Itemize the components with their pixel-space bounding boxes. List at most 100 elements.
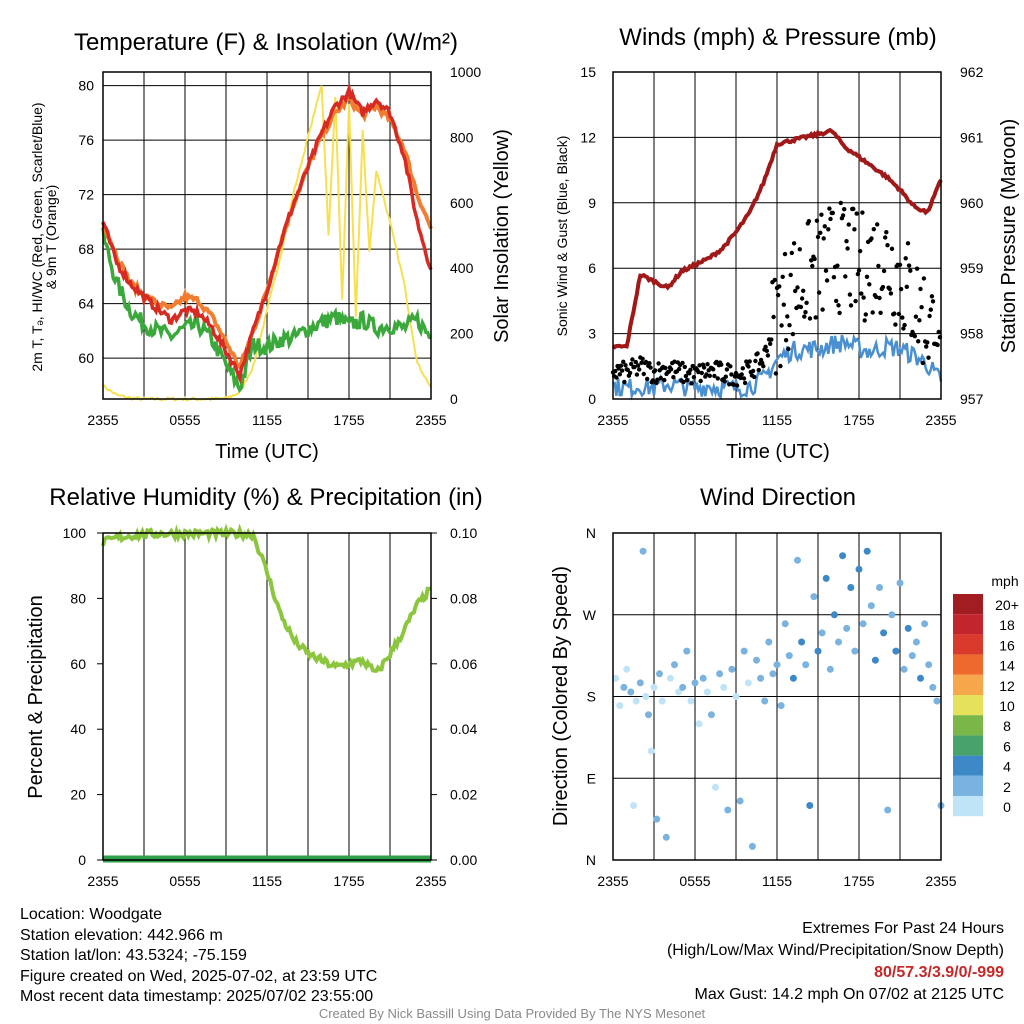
temperature-tick-labels: 2355 0555 1155 1755 235560646872768002004006… [78, 64, 481, 428]
gust-point [916, 339, 921, 344]
credit-line: Created By Nick Bassill Using Data Provi… [318, 1006, 706, 1021]
gust-point [810, 263, 815, 269]
direction-point [732, 693, 740, 700]
gust-point [912, 334, 917, 339]
gust-point [830, 210, 835, 216]
gust-point [715, 376, 720, 381]
gust-point [860, 210, 865, 215]
gust-point [892, 311, 897, 316]
gust-point [789, 250, 794, 256]
humidity-chart-title: Relative Humidity (%) & Precipitation (i… [49, 484, 482, 511]
legend-label: 16 [999, 637, 1015, 653]
gust-point [878, 310, 883, 315]
direction-point [662, 833, 670, 841]
gust-point [681, 379, 686, 385]
gust-point [823, 268, 829, 273]
direction-grid [613, 533, 941, 860]
y2-tick-label: 0.02 [450, 787, 477, 803]
gust-point [815, 234, 821, 240]
gust-point [887, 286, 892, 292]
direction-point [695, 720, 703, 728]
direction-point [876, 584, 883, 591]
gust-point [734, 383, 740, 388]
direction-point [798, 638, 806, 646]
x-tick-label: 2355 [925, 873, 956, 889]
legend-label: 2 [1003, 779, 1011, 795]
gust-point [793, 288, 798, 294]
direction-point [707, 711, 715, 719]
legend-label: 6 [1003, 738, 1011, 754]
gust-point [900, 315, 905, 320]
x-tick-label: 2355 [87, 873, 118, 889]
y2-tick-label: 400 [450, 260, 474, 276]
direction-point [859, 620, 867, 628]
gust-point [687, 371, 692, 376]
gust-point [728, 364, 733, 369]
gust-point [807, 316, 813, 321]
gust-point [797, 247, 802, 252]
gust-point [857, 248, 863, 254]
gust-point [707, 373, 712, 378]
gust-point [824, 278, 830, 283]
direction-point [620, 683, 628, 691]
extremes-title: Extremes For Past 24 Hours [802, 920, 1004, 937]
direction-point [773, 661, 781, 669]
direction-point [929, 683, 937, 691]
direction-point [765, 638, 773, 646]
y-tick-label: 0 [588, 391, 596, 407]
direction-plot-frame [612, 532, 942, 861]
gust-point [814, 218, 820, 223]
direction-point [802, 661, 810, 669]
y2-tick-label: 962 [960, 64, 984, 80]
gust-point [785, 314, 790, 319]
gust-point [614, 375, 619, 380]
x-tick-label: 2355 [87, 412, 118, 428]
direction-point [839, 552, 847, 560]
direction-panel: Wind Direction 2355 0555 1155 1755 2355NESWN… [550, 484, 1019, 889]
gust-point [820, 307, 825, 312]
direction-point [806, 802, 814, 809]
direction-point [912, 638, 920, 646]
gust-point [877, 295, 882, 301]
direction-point [896, 579, 904, 587]
gust-point [873, 294, 879, 300]
gust-point [696, 369, 701, 375]
direction-point [794, 556, 801, 564]
gust-point [625, 367, 630, 373]
gust-point [621, 359, 626, 364]
y-tick-label: 40 [70, 721, 86, 737]
winds-series [610, 127, 943, 401]
gust-point [632, 364, 637, 370]
gust-point [854, 211, 859, 216]
direction-point [753, 656, 760, 664]
gust-point [741, 376, 747, 381]
direction-point [822, 574, 830, 582]
gust-point [816, 290, 822, 295]
gust-point [756, 367, 761, 373]
max-gust: Max Gust: 14.2 mph On 07/02 at 2125 UTC [694, 986, 1005, 1003]
direction-point [925, 661, 933, 669]
direction-point [785, 652, 793, 660]
gust-point [719, 362, 724, 367]
gust-point [930, 299, 936, 304]
gust-point [764, 348, 769, 353]
gust-point [775, 292, 781, 298]
gust-point [888, 291, 894, 296]
gust-point [648, 365, 653, 370]
gust-point [623, 363, 628, 368]
gust-point [851, 206, 856, 212]
legend-label: 0 [1003, 799, 1011, 815]
direction-point [639, 547, 647, 555]
direction-point [871, 656, 879, 664]
gust-point [883, 235, 888, 240]
gust-point [618, 363, 624, 368]
gust-point [809, 258, 814, 263]
direction-point [826, 665, 834, 673]
station-location: Location: Woodgate [20, 906, 163, 923]
gust-point [802, 314, 807, 319]
direction-point [712, 783, 719, 791]
gust-point [842, 207, 847, 212]
gust-point [845, 246, 850, 251]
extremes-summary: Extremes For Past 24 Hours (High/Low/Max… [667, 918, 1004, 1006]
gust-point [641, 371, 646, 377]
